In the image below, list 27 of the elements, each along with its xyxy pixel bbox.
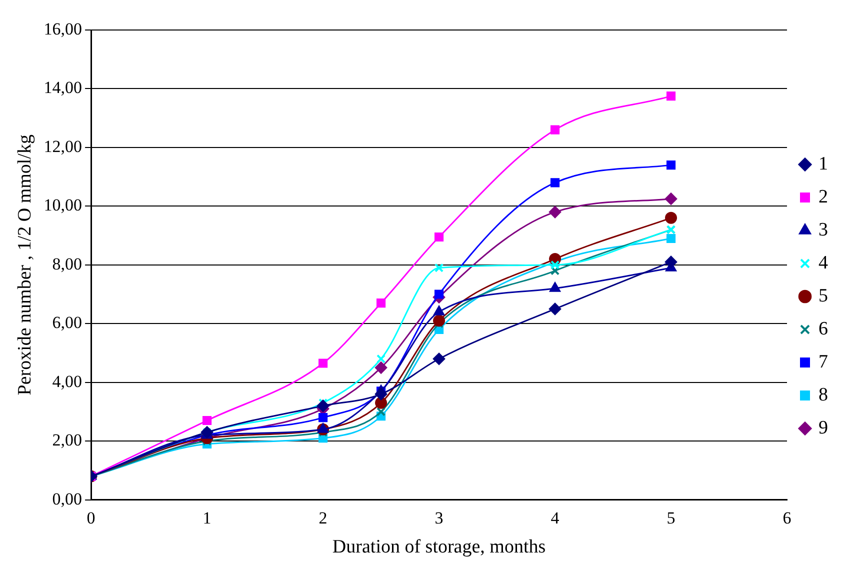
- legend-label: 6: [818, 318, 828, 340]
- legend-label: 7: [818, 351, 828, 372]
- y-tick-label: 12,00: [44, 136, 82, 156]
- y-tick-label: 8,00: [52, 254, 82, 274]
- x-tick-label: 1: [202, 508, 212, 528]
- legend-label: 9: [818, 417, 828, 438]
- x-tick-label: 4: [550, 508, 560, 528]
- x-tick-label: 0: [86, 508, 96, 528]
- legend-label: 3: [818, 219, 828, 240]
- y-tick-label: 6,00: [52, 313, 82, 332]
- y-tick-label: 14,00: [44, 78, 82, 98]
- y-tick-label: 0,00: [52, 489, 82, 508]
- x-tick-label: 6: [782, 508, 792, 528]
- y-axis-title: Peroxide number , 1/2 O mmol/kg: [14, 134, 36, 396]
- legend-label: 8: [818, 384, 828, 406]
- x-tick-label: 5: [666, 508, 676, 528]
- y-tick-label: 4,00: [52, 372, 82, 391]
- y-tick-label: 2,00: [52, 430, 82, 450]
- x-axis-title: Duration of storage, months: [332, 536, 546, 558]
- y-tick-label: 16,00: [44, 19, 82, 38]
- legend-label: 4: [818, 252, 828, 274]
- x-tick-label: 2: [318, 508, 328, 528]
- legend-label: 1: [818, 153, 828, 174]
- x-tick-label: 3: [434, 508, 444, 528]
- legend-label: 5: [818, 285, 828, 306]
- y-tick-label: 10,00: [44, 196, 82, 215]
- legend-label: 2: [818, 186, 828, 208]
